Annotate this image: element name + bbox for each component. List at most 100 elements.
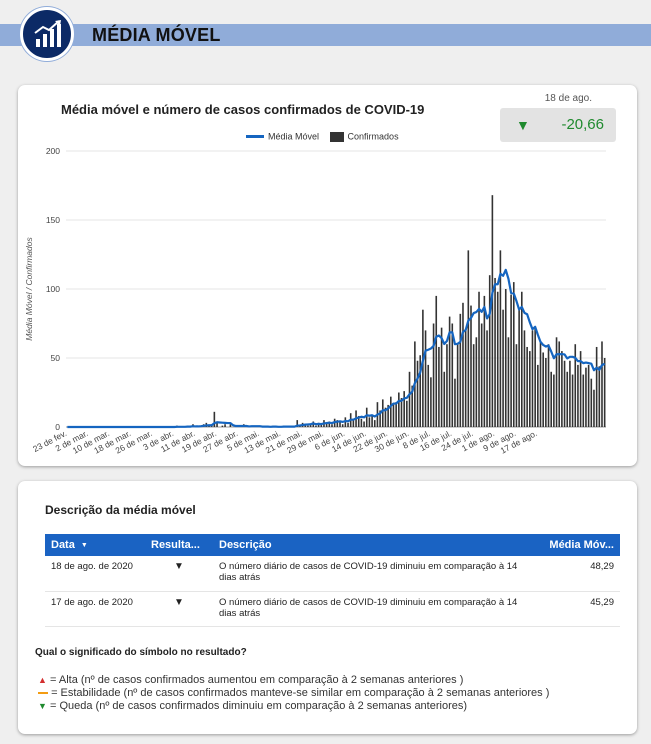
bar-confirmados (336, 420, 339, 427)
bar-confirmados (365, 407, 368, 427)
bar-confirmados (512, 282, 515, 427)
bar-confirmados (371, 414, 373, 427)
bar-confirmados (510, 294, 512, 427)
bar-confirmados (430, 377, 432, 427)
bar-confirmados (325, 422, 328, 427)
bar-confirmados (229, 424, 232, 427)
bar-confirmados (518, 309, 520, 427)
bar-confirmados (216, 421, 218, 427)
bar-confirmados (381, 399, 384, 427)
symbol-meaning-title: Qual o significado do símbolo no resulta… (35, 647, 247, 658)
bar-confirmados (585, 367, 587, 427)
bar-confirmados (499, 250, 502, 427)
bar-confirmados (390, 396, 392, 427)
bar-confirmados (446, 344, 448, 427)
down-arrow-icon: ▼ (516, 117, 530, 133)
sort-down-icon[interactable]: ▼ (80, 541, 88, 549)
y-axis-title: Média Móvel / Confirmados (24, 237, 34, 341)
bar-confirmados (542, 352, 544, 427)
bar-confirmados (440, 327, 443, 427)
bar-confirmados (363, 421, 365, 427)
bar-confirmados (550, 371, 552, 427)
bar-confirmados (475, 337, 478, 427)
chart-card: 0 50 100 150 200 Média Móvel / Confirmados 23 … (18, 85, 637, 466)
bar-confirmados (539, 341, 542, 427)
column-header-description[interactable]: Descrição (213, 534, 533, 556)
y-tick-label: 0 (55, 422, 60, 432)
bar-confirmados (601, 341, 603, 427)
legend-bar-swatch (329, 131, 344, 142)
cell-value: 45,29 (533, 591, 620, 627)
growth-chart-icon (34, 20, 61, 47)
column-header-value[interactable]: Média Móv... (533, 534, 620, 556)
bar-confirmados (587, 364, 590, 427)
legend-item-media-movel[interactable]: Média Móvel (268, 131, 320, 142)
bar-confirmados (419, 355, 422, 427)
bar-confirmados (553, 374, 555, 427)
bar-confirmados (571, 374, 574, 427)
bar-confirmados (435, 295, 438, 427)
bar-confirmados (496, 291, 499, 427)
bar-confirmados (593, 389, 595, 427)
bar-confirmados (328, 421, 331, 427)
y-tick-label: 200 (46, 146, 60, 156)
y-tick-label: 150 (46, 215, 60, 225)
bar-confirmados (566, 371, 569, 427)
legend-line-swatch (246, 135, 264, 139)
bar-confirmados (416, 360, 419, 427)
bar-confirmados (561, 351, 563, 427)
bar-confirmados (504, 289, 507, 427)
bar-confirmados (520, 291, 523, 427)
bar-confirmados (595, 346, 598, 427)
bar-confirmados (339, 421, 341, 427)
down-triangle-icon: ▼ (38, 701, 47, 711)
kpi-scorecard: ▼ -20,66 (500, 108, 616, 142)
chart-title: Média móvel e número de casos confirmado… (61, 102, 425, 117)
meaning-up-text: = Alta (nº de casos confirmados aumentou… (49, 674, 464, 686)
bar-confirmados (529, 351, 531, 427)
bar-confirmados (296, 420, 299, 427)
table-row[interactable]: 17 de ago. de 2020 ▼ O número diário de … (45, 591, 620, 627)
bar-confirmados (579, 351, 582, 427)
cell-result-down-icon: ▼ (145, 591, 213, 627)
bar-confirmados (486, 330, 488, 427)
page-title: MÉDIA MÓVEL (92, 25, 221, 45)
legend-item-confirmados[interactable]: Confirmados (347, 131, 399, 142)
bar-confirmados (331, 424, 333, 427)
bar-confirmados (558, 341, 561, 427)
cell-description: O número diário de casos de COVID-19 dim… (213, 556, 533, 592)
bar-confirmados (352, 418, 355, 427)
bar-confirmados (507, 337, 510, 427)
bar-confirmados (451, 323, 454, 427)
bar-confirmados (470, 305, 472, 427)
bar-confirmados (472, 344, 475, 427)
bar-confirmados (224, 424, 226, 427)
cell-value: 48,29 (533, 556, 620, 592)
bar-confirmados (459, 313, 462, 427)
bar-confirmados (582, 374, 585, 427)
bar-confirmados (464, 330, 467, 427)
column-header-result[interactable]: Resulta... (145, 534, 213, 556)
table-header-row: Data ▼ Resulta... Descrição Média Móv... (45, 534, 620, 556)
bar-confirmados (307, 425, 309, 427)
bar-confirmados (432, 323, 435, 427)
line-media-movel (67, 268, 606, 429)
bar-confirmados (494, 277, 496, 427)
bar-confirmados (309, 424, 312, 427)
bar-confirmados (456, 344, 459, 427)
column-header-date[interactable]: Data ▼ (45, 534, 145, 556)
y-tick-label: 100 (46, 284, 60, 294)
table-row[interactable]: 18 de ago. de 2020 ▼ O número diário de … (45, 556, 620, 592)
bar-confirmados (462, 302, 464, 427)
bar-confirmados (379, 410, 381, 427)
bar-confirmados (545, 358, 547, 427)
bar-confirmados (502, 309, 504, 427)
bar-confirmados (320, 424, 323, 427)
bar-confirmados (534, 327, 536, 427)
meaning-down: ▼ = Queda (nº de casos confirmados dimin… (38, 700, 467, 712)
bar-confirmados (438, 346, 440, 427)
meaning-up: ▲ = Alta (nº de casos confirmados aument… (38, 674, 463, 686)
cell-date: 18 de ago. de 2020 (45, 556, 145, 592)
bar-confirmados (483, 295, 486, 427)
